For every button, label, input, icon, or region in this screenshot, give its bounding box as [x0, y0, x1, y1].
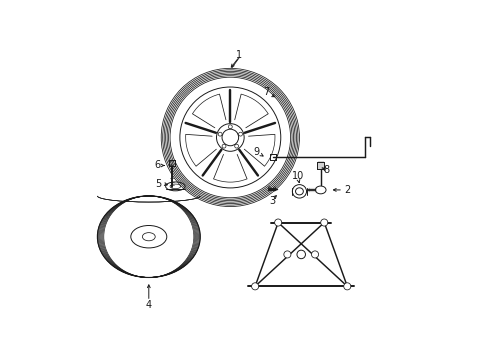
Text: 10: 10 [291, 171, 303, 181]
Text: 1: 1 [236, 50, 242, 60]
Text: 4: 4 [145, 300, 152, 310]
Circle shape [343, 283, 350, 290]
Circle shape [296, 250, 305, 259]
Text: 5: 5 [155, 179, 161, 189]
Circle shape [274, 219, 281, 226]
Text: 3: 3 [269, 196, 275, 206]
Circle shape [251, 283, 258, 290]
Text: 7: 7 [263, 87, 269, 97]
Text: 6: 6 [154, 161, 160, 171]
Text: 2: 2 [344, 185, 350, 195]
Circle shape [283, 251, 290, 258]
Text: 9: 9 [253, 147, 260, 157]
Text: 8: 8 [323, 165, 329, 175]
Circle shape [320, 219, 327, 226]
Circle shape [311, 251, 318, 258]
